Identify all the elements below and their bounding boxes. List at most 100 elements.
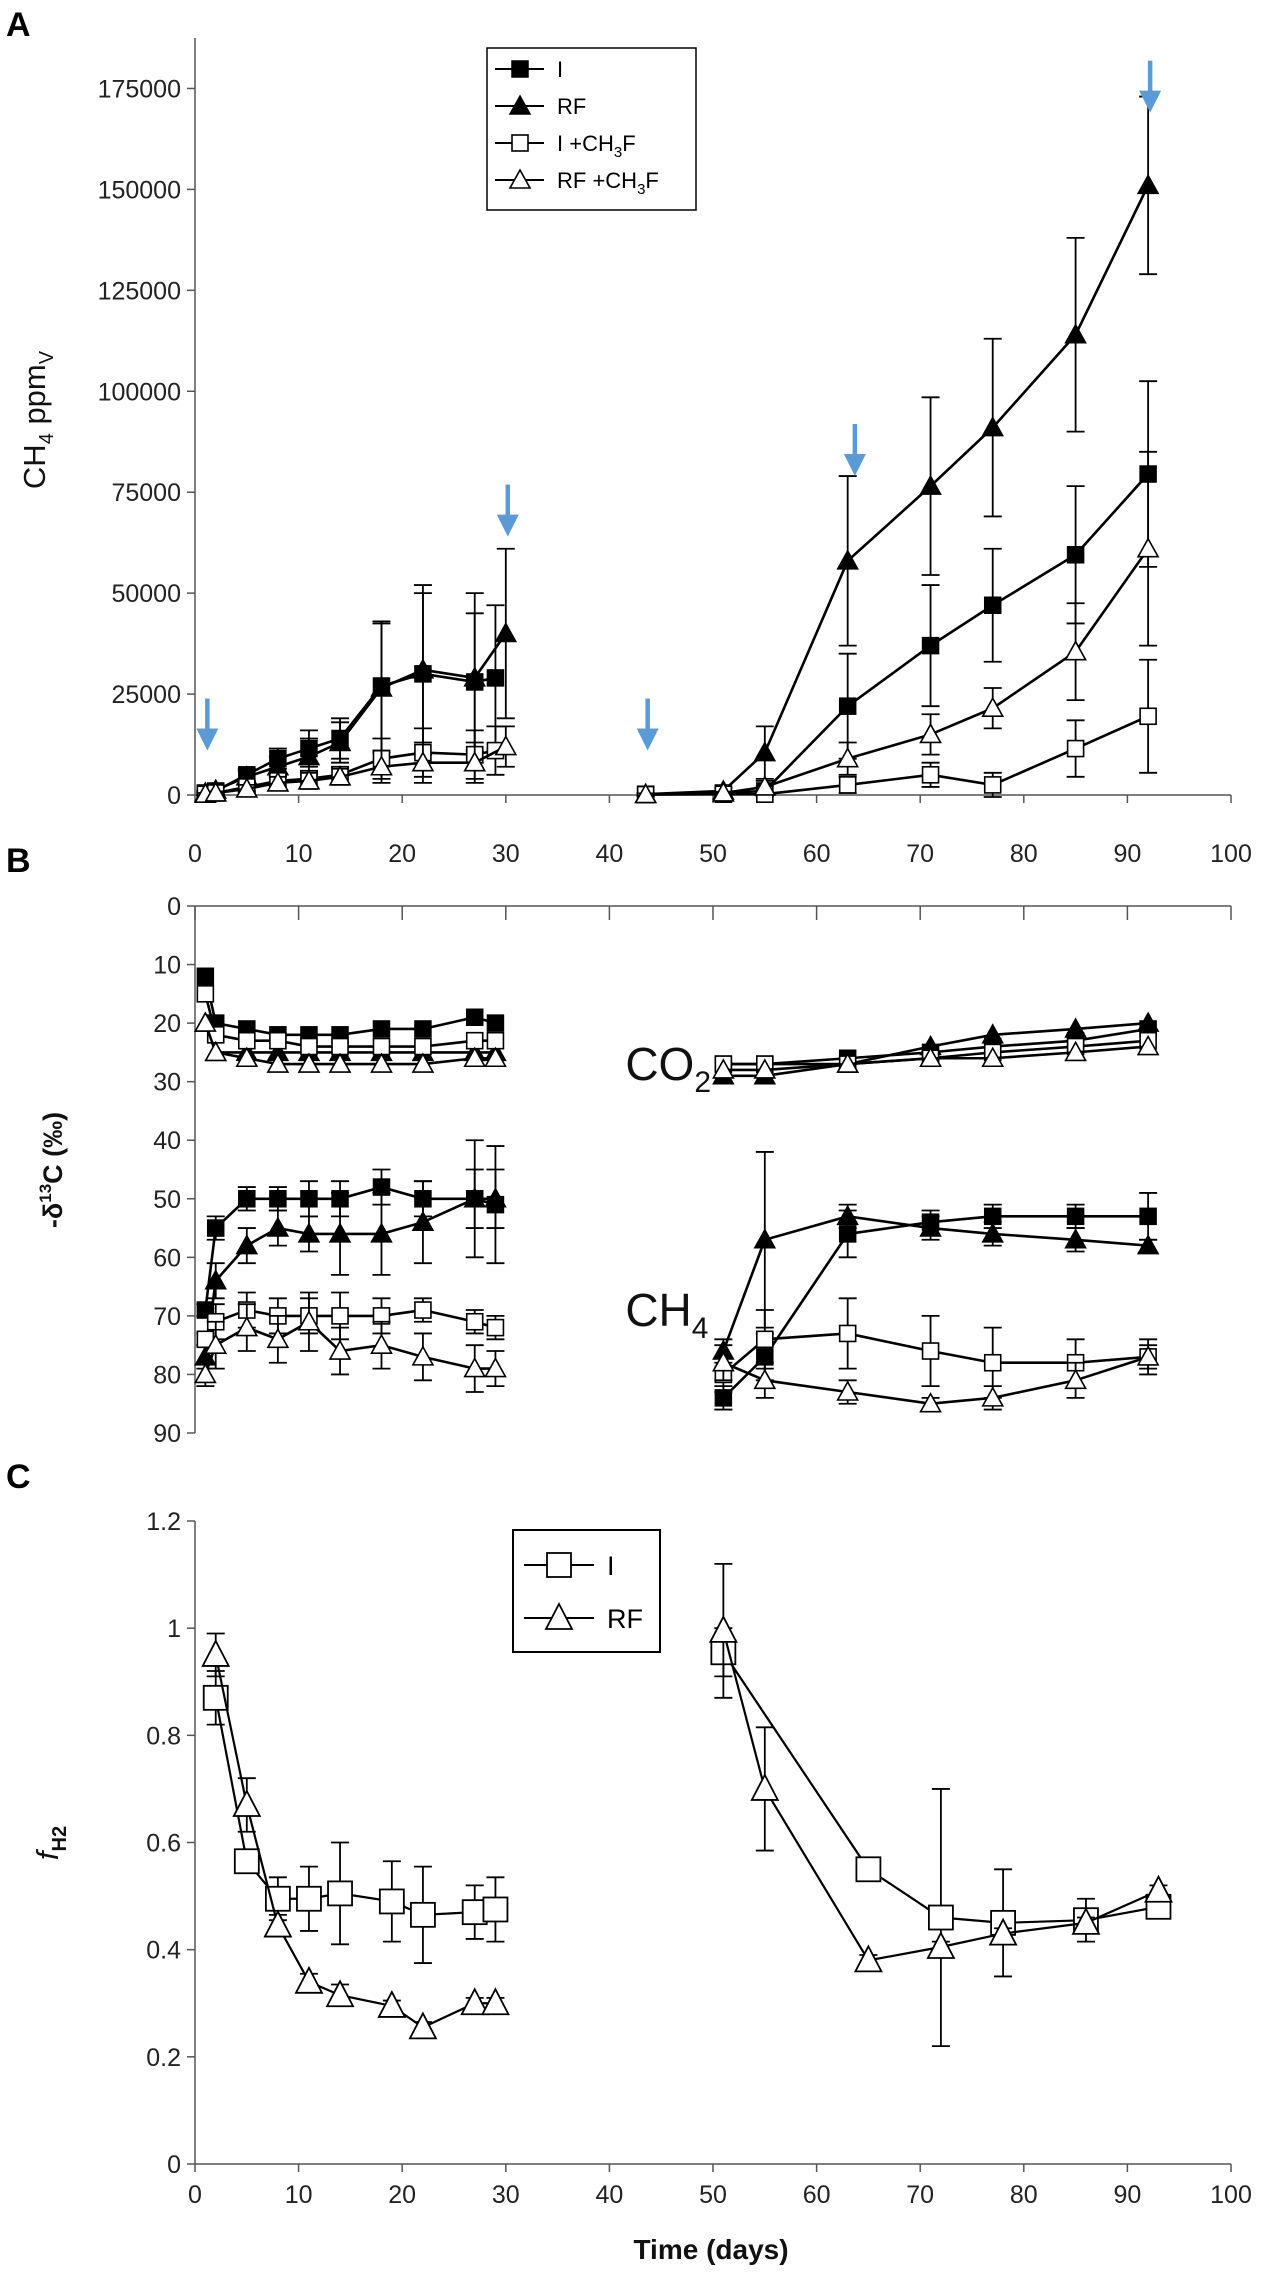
series-line <box>645 184 1150 796</box>
legend-marker <box>508 94 532 115</box>
data-point <box>1064 1368 1087 1390</box>
series-line <box>204 1320 496 1375</box>
legend-label: RF <box>557 94 586 119</box>
legend-marker <box>511 134 529 152</box>
data-point <box>463 1356 487 1378</box>
x-tick-label: 70 <box>906 2181 934 2209</box>
data-point <box>919 474 942 495</box>
legend-label: I +CH3F <box>557 131 636 161</box>
y-tick-label: 50000 <box>111 580 181 608</box>
data-point <box>465 1008 484 1027</box>
y-tick-label: 0.4 <box>146 1937 181 1965</box>
y-tick-label: 20 <box>153 1010 181 1038</box>
x-tick-label: 90 <box>1113 840 1141 868</box>
data-point <box>233 1848 260 1875</box>
x-tick-label: 80 <box>1010 2181 1038 2209</box>
data-point <box>414 1037 432 1056</box>
y-tick-label: 100000 <box>98 378 181 406</box>
arrow-head <box>636 728 659 751</box>
data-point <box>708 1614 738 1643</box>
arrow-head <box>843 454 866 477</box>
x-tick-label: 20 <box>388 2181 416 2209</box>
data-point <box>755 1330 774 1349</box>
x-tick-label: 50 <box>699 2181 727 2209</box>
data-point <box>328 730 352 752</box>
data-point <box>196 967 215 986</box>
data-point <box>204 1333 228 1354</box>
x-tick-label: 40 <box>595 2181 623 2209</box>
series-line <box>204 993 496 1048</box>
data-point <box>414 1301 432 1319</box>
y-tick-label: 80 <box>153 1361 181 1389</box>
y-tick-label: 150000 <box>98 176 181 204</box>
y-tick-label: 0.6 <box>146 1830 181 1858</box>
x-tick-label: 10 <box>285 840 313 868</box>
series-line <box>204 1308 496 1340</box>
y-tick-label: 175000 <box>98 75 181 103</box>
series-line <box>722 1355 1149 1406</box>
data-point <box>296 1885 322 1912</box>
data-point <box>414 1020 432 1038</box>
data-point <box>328 1339 352 1360</box>
data-point <box>331 1037 349 1056</box>
data-point <box>300 1037 318 1056</box>
y-tick-label: 40 <box>153 1127 181 1155</box>
panel-c-chart: 0 0.2 0.4 0.6 0.8 1 1.2 0 10 20 30 40 50 60 70 80 90 100 T… <box>30 1508 1252 2265</box>
data-point <box>921 1342 940 1360</box>
data-point <box>411 1052 435 1073</box>
data-point <box>712 1058 735 1079</box>
data-point <box>325 1979 355 2008</box>
series-line <box>204 1185 496 1311</box>
data-point <box>634 782 658 804</box>
legend-label: I <box>607 1551 615 1581</box>
y-tick-label: 30 <box>153 1069 181 1097</box>
x-axis-label: Time (days) <box>633 2234 788 2265</box>
data-point <box>1066 546 1085 564</box>
panel-b-chart: 0 10 20 30 40 50 60 70 80 90 -δ13C (‰) CO2 CH4 <box>36 893 1232 1448</box>
y-tick-label: 50 <box>153 1186 181 1214</box>
data-point <box>372 1037 391 1056</box>
data-point <box>297 769 321 790</box>
series-line <box>204 1197 496 1358</box>
data-point <box>300 1190 318 1208</box>
data-point <box>928 1904 954 1931</box>
data-point <box>204 1269 227 1290</box>
y-tick-label: 90 <box>153 1420 181 1448</box>
data-point <box>981 1222 1004 1243</box>
data-point <box>1136 1011 1160 1032</box>
x-tick-label: 80 <box>1010 840 1038 868</box>
y-tick-label: 1 <box>167 1615 181 1643</box>
y-tick-label: 0.2 <box>146 2044 181 2072</box>
series-line <box>204 1022 496 1054</box>
data-point <box>266 1216 290 1237</box>
data-point <box>463 751 487 772</box>
data-point <box>378 1888 405 1915</box>
data-point <box>206 1219 225 1237</box>
data-point <box>494 734 518 756</box>
data-point <box>370 755 393 776</box>
data-point <box>482 1896 509 1923</box>
data-point <box>1064 1017 1087 1038</box>
data-point <box>919 1392 942 1413</box>
data-point <box>1136 173 1160 195</box>
arrow-head <box>1139 90 1162 113</box>
data-point <box>331 1307 349 1325</box>
data-point <box>235 1315 259 1337</box>
series-line <box>205 745 507 796</box>
y-tick-label: 75000 <box>111 479 181 507</box>
data-point <box>486 669 505 687</box>
legend-marker <box>511 60 529 78</box>
x-tick-label: 0 <box>188 840 202 868</box>
data-point <box>411 1345 435 1366</box>
data-point <box>983 1353 1002 1372</box>
legend-marker <box>508 168 532 189</box>
data-point <box>377 1989 407 2018</box>
series-line <box>204 1022 496 1066</box>
legend: I RF I +CH3F RF +CH3F <box>486 47 697 211</box>
data-point <box>1064 1228 1087 1249</box>
data-point <box>370 1333 393 1354</box>
y-tick-label: 0.8 <box>146 1722 181 1750</box>
data-point <box>411 1210 435 1231</box>
data-point <box>372 1020 391 1038</box>
data-point <box>463 666 486 687</box>
